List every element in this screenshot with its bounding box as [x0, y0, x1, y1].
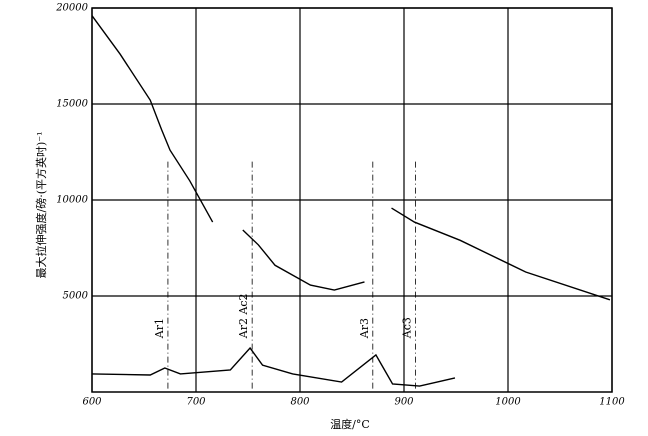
y-axis-label: 最大拉伸强度/磅·(平方英吋)⁻¹ [34, 131, 48, 278]
y-tick-label: 10000 [56, 195, 88, 206]
x-axis-label: 温度/°C [330, 417, 370, 431]
data-line [91, 346, 456, 387]
data-line [91, 15, 611, 301]
x-tick-label: 1000 [495, 397, 521, 408]
x-tick-label: 600 [82, 397, 102, 408]
y-tick-label: 15000 [56, 99, 88, 110]
annotation-label: Ar2 Ac2 [237, 293, 250, 339]
x-tick-label: 900 [394, 397, 414, 408]
x-tick-label: 800 [290, 397, 310, 408]
x-tick-label: 1100 [599, 397, 625, 408]
y-tick-label: 5000 [63, 291, 89, 302]
annotation-label: Ar3 [358, 318, 371, 339]
annotation-label: Ac3 [400, 317, 413, 339]
annotation-label: Ar1 [153, 318, 166, 339]
x-tick-label: 700 [186, 397, 206, 408]
y-tick-label: 20000 [55, 3, 88, 14]
